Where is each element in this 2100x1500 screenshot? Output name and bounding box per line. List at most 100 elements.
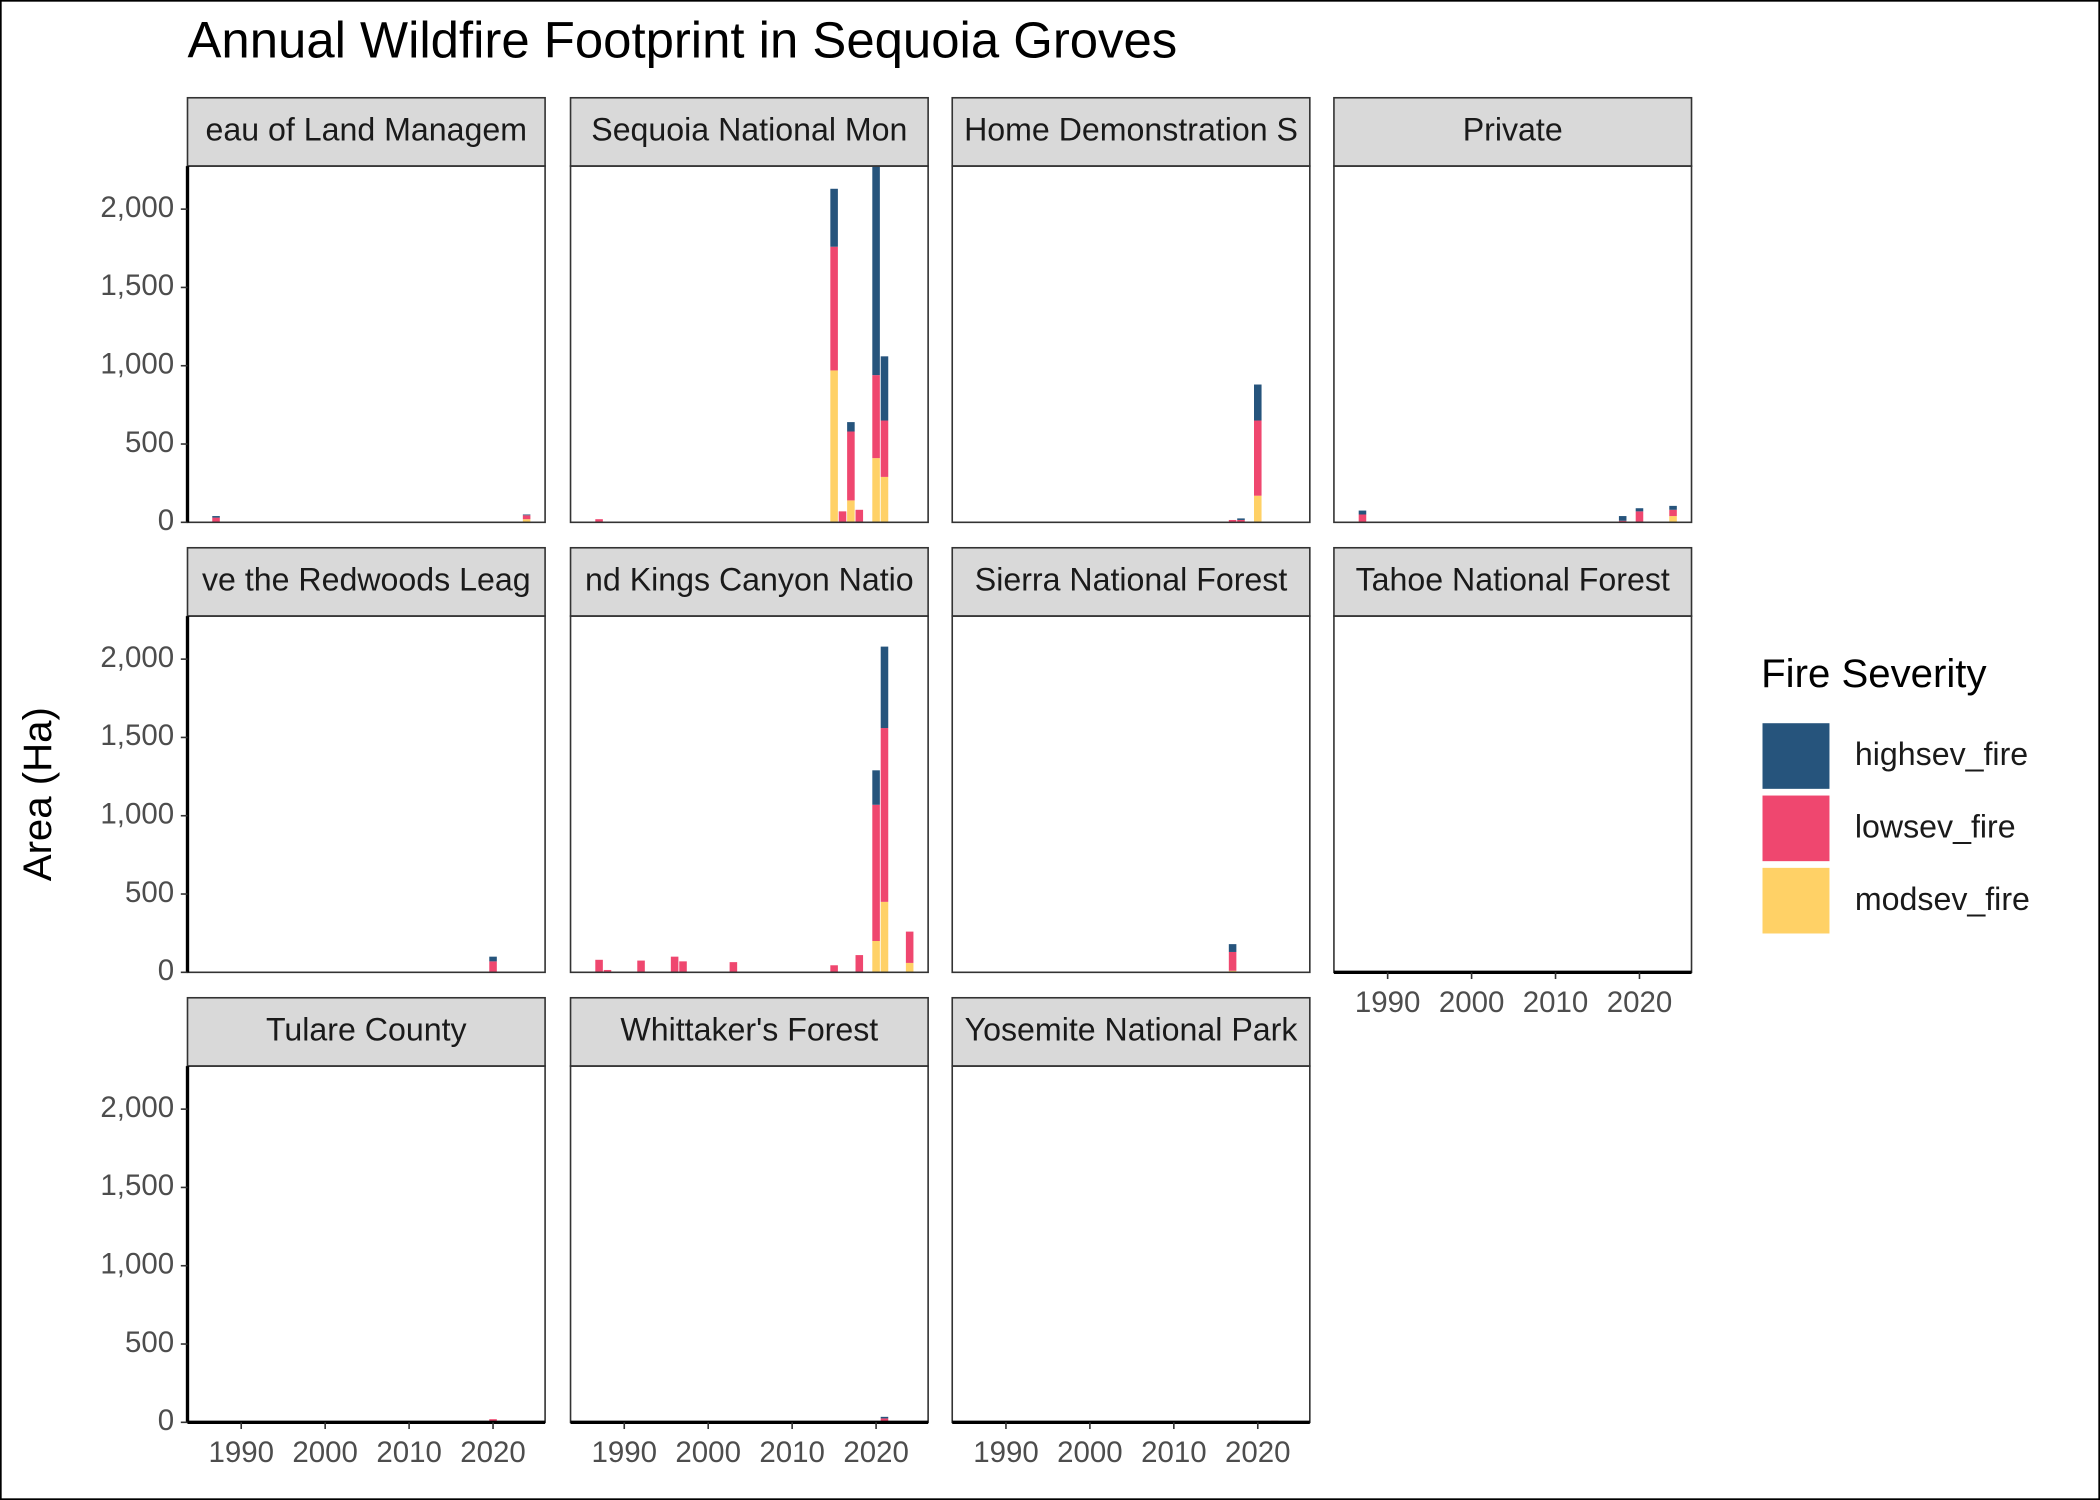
y-tick-label: 0 [158,954,174,987]
x-tick-label: 1990 [1355,986,1421,1019]
bar-segment [855,509,864,523]
x-tick-label: 1990 [208,1436,274,1469]
bar-segment [872,804,880,942]
x-tick-label: 1990 [591,1436,657,1469]
bar-segment [872,941,880,973]
legend-swatch [1762,723,1830,789]
legend-swatch [1762,795,1830,862]
bar-segment [880,646,889,729]
legend-label: modsev_fire [1855,881,2030,917]
y-tick-label: 1,000 [100,1248,174,1281]
bar-segment [679,961,687,973]
strip-label: Sequoia National Mon [591,111,907,147]
strip-label: nd Kings Canyon Natio [585,561,914,597]
bar-segment [1237,519,1245,523]
bar-segment [880,476,889,523]
bar-segment [872,375,880,459]
x-tick-label: 2010 [759,1436,825,1469]
strip-label: ve the Redwoods Leag [202,561,531,597]
bar-segment [489,956,497,962]
y-tick-label: 1,500 [100,719,174,752]
y-tick-label: 1,000 [100,798,174,831]
bar-segment [830,370,838,523]
bar-segment [830,246,838,371]
y-tick-label: 0 [158,504,174,537]
bar-segment [880,356,889,421]
x-tick-label: 2010 [376,1436,442,1469]
x-tick-label: 2010 [1141,1436,1207,1469]
bar-segment [1228,519,1237,523]
y-tick-label: 1,000 [100,348,174,381]
x-tick-label: 2020 [843,1436,909,1469]
bar-segment [729,962,738,973]
bar-segment [522,515,531,520]
bar-segment [855,955,864,973]
strip-label: Home Demonstration S [964,111,1298,147]
x-tick-label: 2020 [1225,1436,1291,1469]
bar-segment [1669,509,1677,517]
x-tick-label: 1990 [973,1436,1039,1469]
legend-swatch [1762,867,1830,934]
x-tick-label: 2000 [1439,986,1505,1019]
bar-segment [1635,508,1644,512]
bar-segment [212,516,220,518]
bar-segment [595,519,603,523]
bar-segment [830,965,838,973]
bar-segment [838,511,847,523]
y-tick-label: 2,000 [100,1091,174,1124]
bar-segment [1635,511,1644,523]
bar-segment [1358,514,1367,523]
bar-segment [1254,495,1262,523]
bar-segment [1228,944,1237,952]
panel-border [1333,165,1693,524]
x-tick-label: 2020 [460,1436,526,1469]
strip-label: Whittaker's Forest [620,1011,878,1047]
strip [569,546,929,617]
strip [1333,546,1693,617]
y-tick-label: 500 [125,426,174,459]
strip [951,546,1311,617]
bar-segment [880,728,889,902]
bar-segment [872,770,880,805]
y-tick-label: 1,500 [100,269,174,302]
strip [569,996,929,1067]
bar-segment [872,166,880,376]
bar-segment [880,901,889,973]
bar-segment [1358,510,1367,515]
bar-segment [1254,384,1262,421]
bar-segment [905,931,914,963]
x-tick-label: 2000 [292,1436,358,1469]
legend-label: lowsev_fire [1855,809,2016,845]
bar-segment [880,1416,889,1419]
y-tick-label: 2,000 [100,191,174,224]
bar-segment [603,969,612,973]
strip [569,96,929,167]
x-tick-label: 2020 [1607,986,1673,1019]
bar-segment [1228,951,1237,971]
panel-border [951,615,1311,974]
bar-segment [670,956,679,973]
y-tick-label: 2,000 [100,641,174,674]
bar-segment [595,959,603,973]
bar-segment [489,961,497,973]
bar-segment [1254,420,1262,496]
bar-segment [1669,505,1677,510]
bar-segment [880,1418,889,1423]
strip [186,96,546,167]
bar-segment [847,431,855,501]
strip [186,546,546,617]
bar-segment [637,960,645,973]
bar-segment [905,962,914,973]
bar-segment [522,519,531,523]
strip [186,996,546,1067]
y-tick-label: 1,500 [100,1169,174,1202]
y-axis-label: Area (Ha) [15,707,60,881]
bar-segment [872,458,880,523]
x-tick-label: 2000 [675,1436,741,1469]
y-tick-label: 0 [158,1404,174,1437]
panel-border [569,165,929,524]
strip-label: eau of Land Managem [206,111,528,147]
panel-border [569,615,929,974]
